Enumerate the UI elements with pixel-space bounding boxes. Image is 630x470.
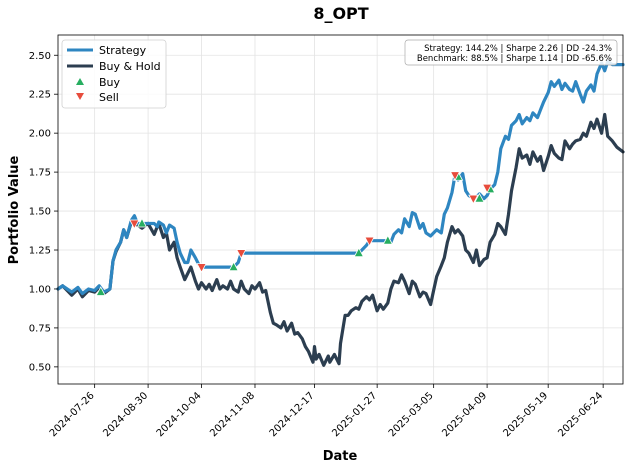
- y-tick-label: 1.00: [29, 284, 51, 295]
- x-tick-label: 2024-11-08: [208, 390, 257, 439]
- buy-marker: [95, 286, 106, 296]
- x-tick-label: 2025-06-24: [556, 390, 605, 439]
- y-axis-label: Portfolio Value: [7, 155, 22, 264]
- legend-buy-hold-label: Buy & Hold: [99, 60, 161, 73]
- trade-markers: [95, 170, 496, 296]
- legend-sell-marker: [76, 93, 84, 100]
- legend: Strategy Buy & Hold Buy Sell: [61, 39, 167, 109]
- plot-frame: [57, 34, 624, 385]
- y-tick-label: 2.50: [29, 51, 51, 62]
- x-tick-label: 2024-12-17: [268, 390, 317, 439]
- y-axis: 0.50 0.75 1.00 1.25 1.50 1.75 2.00 2.25 2.50: [29, 51, 58, 373]
- series-lines: [56, 59, 625, 367]
- sell-marker: [236, 249, 247, 259]
- y-tick-label: 1.25: [29, 246, 51, 257]
- y-tick-label: 1.75: [29, 168, 51, 179]
- buy-marker: [474, 192, 485, 203]
- y-tick-label: 2.00: [29, 129, 51, 140]
- y-tick-label: 2.25: [29, 90, 51, 101]
- legend-buy-label: Buy: [99, 76, 121, 89]
- sell-marker: [129, 219, 140, 230]
- x-tick-label: 2024-10-04: [155, 390, 204, 439]
- stats-box-frame: [404, 39, 618, 66]
- sell-marker: [196, 263, 207, 274]
- y-tick-label: 0.75: [29, 323, 51, 334]
- sell-marker: [481, 183, 493, 194]
- series-buy-hold-line: [56, 112, 625, 367]
- buy-marker: [353, 247, 364, 258]
- series-strategy-line: [56, 59, 625, 296]
- legend-sell-label: Sell: [99, 91, 119, 104]
- sell-marker: [468, 194, 479, 205]
- sell-marker: [449, 171, 461, 182]
- buy-marker: [228, 261, 239, 272]
- stats-box: Strategy: 144.2% | Sharpe 2.26 | DD -24.…: [404, 39, 618, 66]
- x-tick-label: 2025-04-09: [440, 390, 489, 439]
- legend-buy-marker: [76, 78, 84, 85]
- y-tick-label: 1.50: [29, 207, 51, 218]
- legend-strategy-label: Strategy: [99, 44, 147, 57]
- x-tick-label: 2025-01-27: [330, 390, 379, 439]
- legend-box: [61, 39, 167, 109]
- x-tick-label: 2025-03-05: [387, 390, 436, 439]
- x-tick-label: 2024-07-26: [48, 390, 97, 439]
- buy-marker: [136, 217, 148, 228]
- x-tick-label: 2025-05-19: [501, 390, 550, 439]
- x-axis-label: Date: [323, 449, 358, 464]
- y-tick-label: 0.50: [29, 362, 51, 373]
- chart-title: 8_OPT: [313, 4, 368, 23]
- stats-strategy: Strategy: 144.2% | Sharpe 2.26 | DD -24.…: [424, 44, 612, 54]
- x-axis: 2024-07-26 2024-08-30 2024-10-04 2024-11-08…: [48, 384, 605, 439]
- x-tick-label: 2024-08-30: [101, 390, 150, 439]
- sell-marker: [364, 236, 375, 247]
- stats-benchmark: Benchmark: 88.5% | Sharpe 1.14 | DD -65.…: [417, 54, 612, 64]
- buy-marker: [382, 234, 394, 245]
